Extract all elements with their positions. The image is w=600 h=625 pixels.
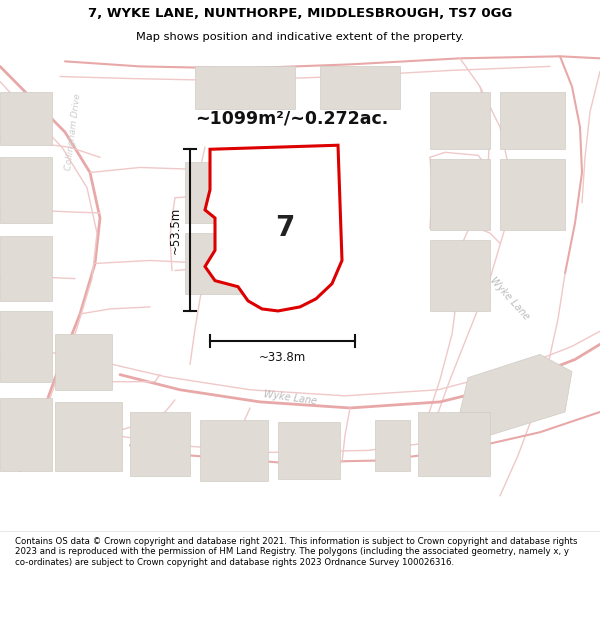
Polygon shape <box>375 420 410 471</box>
Polygon shape <box>130 412 190 476</box>
Text: 7, WYKE LANE, NUNTHORPE, MIDDLESBROUGH, TS7 0GG: 7, WYKE LANE, NUNTHORPE, MIDDLESBROUGH, … <box>88 8 512 21</box>
Polygon shape <box>0 92 52 145</box>
Text: Map shows position and indicative extent of the property.: Map shows position and indicative extent… <box>136 32 464 43</box>
Polygon shape <box>205 145 342 311</box>
Text: Collingham Drive: Collingham Drive <box>64 93 82 171</box>
Polygon shape <box>200 420 268 481</box>
Text: ~33.8m: ~33.8m <box>259 351 306 364</box>
Polygon shape <box>255 182 295 223</box>
Text: Wyke Lane: Wyke Lane <box>488 276 532 322</box>
Polygon shape <box>500 92 565 149</box>
Polygon shape <box>430 240 490 311</box>
Polygon shape <box>278 422 340 479</box>
Polygon shape <box>418 412 490 476</box>
Polygon shape <box>320 66 400 109</box>
Polygon shape <box>55 402 122 471</box>
Polygon shape <box>0 236 52 301</box>
Polygon shape <box>460 354 572 435</box>
Text: Wyke Lane: Wyke Lane <box>263 389 317 406</box>
Polygon shape <box>185 162 245 223</box>
Text: ~53.5m: ~53.5m <box>169 206 182 254</box>
Text: Contains OS data © Crown copyright and database right 2021. This information is : Contains OS data © Crown copyright and d… <box>15 537 577 567</box>
Polygon shape <box>195 66 295 109</box>
Text: 7: 7 <box>275 214 295 242</box>
Polygon shape <box>55 334 112 390</box>
Polygon shape <box>430 159 490 230</box>
Polygon shape <box>0 311 52 382</box>
Polygon shape <box>0 398 52 471</box>
Polygon shape <box>0 158 52 223</box>
Polygon shape <box>500 159 565 230</box>
Text: ~1099m²/~0.272ac.: ~1099m²/~0.272ac. <box>195 109 388 127</box>
Polygon shape <box>185 233 245 294</box>
Polygon shape <box>430 92 490 149</box>
